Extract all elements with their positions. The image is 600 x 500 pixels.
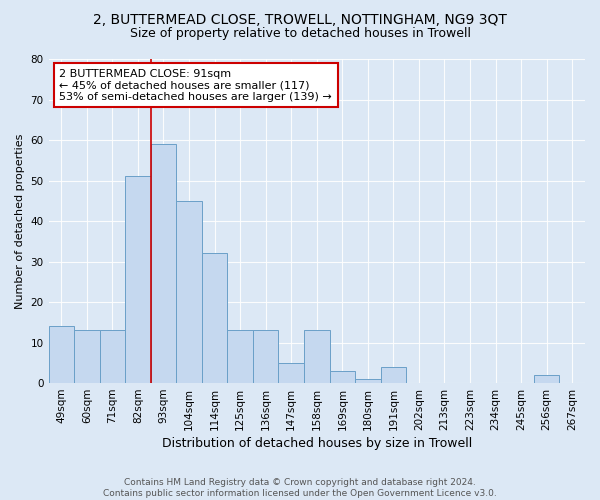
Bar [100, 330, 125, 383]
Y-axis label: Number of detached properties: Number of detached properties [15, 134, 25, 308]
Bar [176, 201, 202, 383]
Bar [253, 330, 278, 383]
Bar [49, 326, 74, 383]
Bar [227, 330, 253, 383]
X-axis label: Distribution of detached houses by size in Trowell: Distribution of detached houses by size … [161, 437, 472, 450]
Bar [355, 379, 380, 383]
Bar [151, 144, 176, 383]
Bar [329, 371, 355, 383]
Text: Contains HM Land Registry data © Crown copyright and database right 2024.
Contai: Contains HM Land Registry data © Crown c… [103, 478, 497, 498]
Bar [202, 254, 227, 383]
Bar [534, 375, 559, 383]
Bar [125, 176, 151, 383]
Bar [278, 363, 304, 383]
Text: 2, BUTTERMEAD CLOSE, TROWELL, NOTTINGHAM, NG9 3QT: 2, BUTTERMEAD CLOSE, TROWELL, NOTTINGHAM… [93, 12, 507, 26]
Bar [304, 330, 329, 383]
Bar [74, 330, 100, 383]
Text: 2 BUTTERMEAD CLOSE: 91sqm
← 45% of detached houses are smaller (117)
53% of semi: 2 BUTTERMEAD CLOSE: 91sqm ← 45% of detac… [59, 68, 332, 102]
Bar [380, 367, 406, 383]
Text: Size of property relative to detached houses in Trowell: Size of property relative to detached ho… [130, 28, 470, 40]
